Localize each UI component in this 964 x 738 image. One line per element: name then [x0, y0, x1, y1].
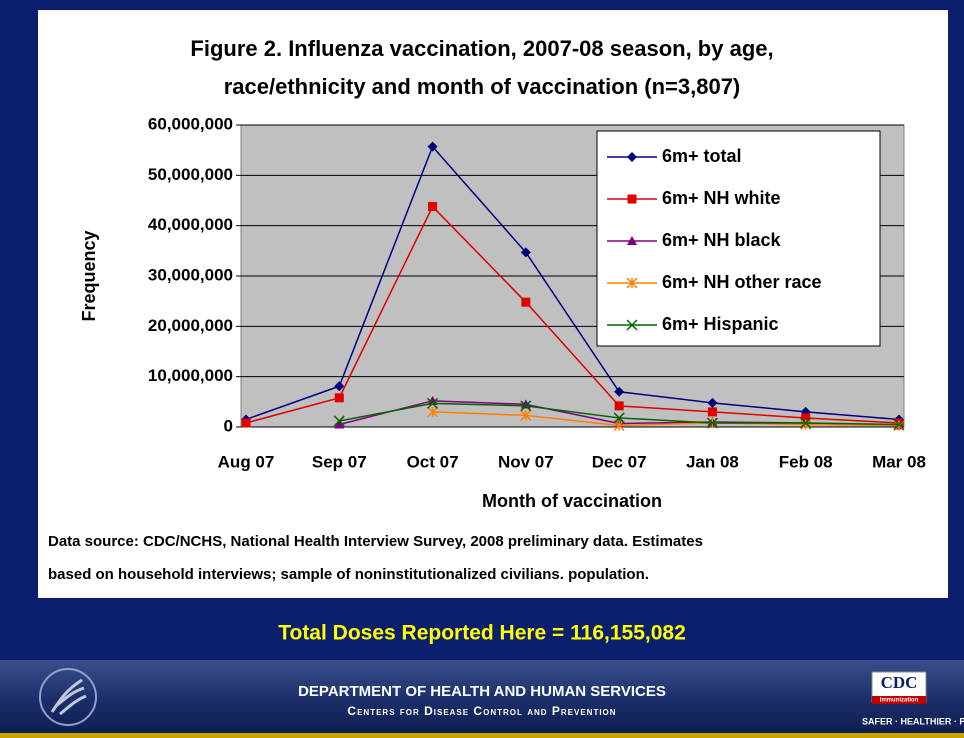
marker	[626, 277, 638, 289]
series-line	[245, 205, 900, 424]
x-axis-title: Month of vaccination	[482, 491, 662, 511]
marker	[707, 397, 718, 408]
marker	[334, 419, 345, 429]
marker	[614, 401, 624, 411]
legend-label: 6m+ Hispanic	[662, 314, 779, 334]
marker	[427, 406, 439, 418]
y-tick-label: 20,000,000	[148, 316, 233, 335]
legend-label: 6m+ NH other race	[662, 272, 822, 292]
y-tick-label: 10,000,000	[148, 366, 233, 385]
y-tick-label: 30,000,000	[148, 265, 233, 284]
marker	[627, 194, 637, 204]
footer-stripe	[0, 733, 964, 738]
legend-label: 6m+ NH white	[662, 188, 781, 208]
tagline: SAFER · HEALTHIER · PEOPL	[862, 716, 964, 726]
legend-label: 6m+ total	[662, 146, 742, 166]
y-tick-label: 50,000,000	[148, 165, 233, 184]
marker	[800, 417, 812, 429]
marker	[333, 415, 345, 427]
x-tick-label: Jan 08	[686, 452, 739, 471]
cdc-logo-bar	[872, 696, 926, 704]
y-tick-label: 40,000,000	[148, 215, 233, 234]
legend	[596, 130, 881, 347]
marker	[627, 236, 637, 245]
marker	[893, 418, 905, 431]
x-tick-label: Feb 08	[779, 452, 833, 471]
agency: Centers for Disease Control and Preventi…	[347, 704, 616, 718]
cdc-logo-text: CDC	[881, 673, 918, 692]
chart-title: race/ethnicity and month of vaccination …	[224, 74, 741, 99]
x-tick-label: Sep 07	[312, 452, 367, 471]
footer-band	[0, 660, 964, 738]
source-note: Data source: CDC/NCHS, National Health I…	[48, 533, 703, 550]
series-line	[432, 411, 900, 427]
hhs-seal	[39, 668, 97, 726]
department: DEPARTMENT OF HEALTH AND HUMAN SERVICES	[298, 683, 666, 700]
marker	[427, 397, 439, 409]
marker	[627, 152, 637, 162]
source-note: based on household interviews; sample of…	[48, 566, 649, 583]
cdc-logo-sub: Immunization	[880, 698, 919, 704]
y-tick-label: 0	[224, 416, 233, 435]
hhs-eagle	[50, 678, 87, 716]
y-axis-title: Frequency	[79, 230, 99, 321]
marker	[334, 393, 344, 403]
marker	[613, 412, 625, 424]
marker	[800, 418, 812, 431]
marker	[428, 202, 438, 212]
marker	[521, 297, 531, 307]
x-tick-label: Oct 07	[407, 452, 459, 471]
marker	[707, 407, 717, 417]
marker	[801, 413, 811, 423]
x-tick-label: Dec 07	[592, 452, 647, 471]
legend-label: 6m+ NH black	[662, 230, 782, 250]
marker	[334, 381, 345, 392]
x-tick-label: Mar 08	[872, 452, 926, 471]
x-tick-label: Nov 07	[498, 452, 554, 471]
banner: Total Doses Reported Here = 116,155,082	[278, 622, 686, 645]
marker	[520, 400, 532, 412]
chart-title: Figure 2. Influenza vaccination, 2007-08…	[190, 36, 773, 61]
marker	[241, 418, 251, 428]
marker	[427, 395, 438, 405]
marker	[520, 409, 532, 421]
series-line	[245, 145, 900, 421]
marker	[706, 417, 718, 429]
marker	[614, 386, 625, 397]
marker	[520, 247, 531, 258]
marker	[427, 141, 438, 152]
x-tick-label: Aug 07	[218, 452, 275, 471]
marker	[626, 319, 638, 331]
y-tick-label: 60,000,000	[148, 114, 233, 133]
